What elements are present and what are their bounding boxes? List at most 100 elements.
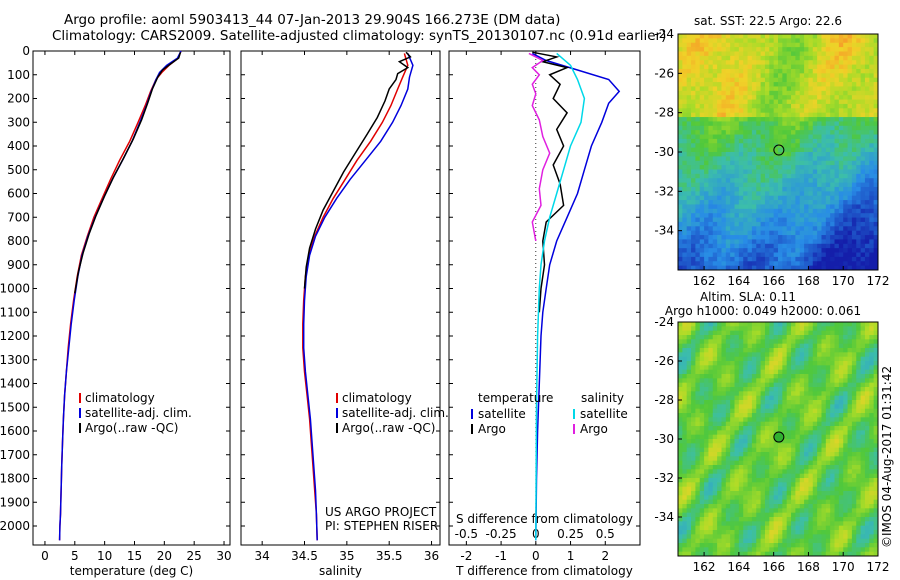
map-cell [869, 221, 875, 227]
map-cell [686, 160, 692, 166]
map-cell [721, 235, 727, 240]
map-cell [786, 221, 792, 227]
map-cell [864, 200, 870, 205]
map-cell [869, 204, 875, 210]
map-cell [738, 112, 744, 118]
map-cell [730, 204, 735, 210]
map-cell [734, 217, 740, 223]
map-cell [712, 434, 718, 440]
map-cell [691, 356, 696, 362]
map-cell [747, 191, 753, 197]
map-cell [778, 348, 783, 353]
map-cell [682, 525, 688, 531]
map-cell [747, 221, 753, 227]
map-cell [851, 182, 857, 188]
map-cell [682, 447, 688, 453]
map-cell [682, 452, 688, 457]
map-cell [830, 352, 835, 358]
map-cell [812, 547, 818, 553]
map-cell [869, 213, 875, 218]
map-cell [834, 495, 840, 501]
map-cell [712, 134, 718, 140]
map-cell [778, 239, 783, 245]
map-cell [743, 221, 748, 227]
map-cell [756, 395, 762, 401]
map-cell [708, 213, 714, 218]
map-cell [708, 460, 714, 466]
map-cell [791, 204, 796, 210]
map-cell [686, 352, 692, 358]
map-cell [838, 408, 844, 414]
map-cell [856, 195, 862, 201]
map-cell [791, 508, 796, 514]
map-cell [721, 382, 727, 388]
map-cell [682, 169, 688, 175]
map-cell [730, 173, 735, 179]
map-cell [812, 213, 818, 218]
map-cell [856, 156, 862, 162]
map-cell [695, 38, 701, 44]
map-cell [864, 130, 870, 135]
map-cell [786, 248, 792, 253]
map-cell [717, 121, 722, 127]
map-cell [804, 408, 809, 414]
map-cell [747, 156, 753, 162]
map-cell [756, 90, 762, 96]
map-cell [830, 387, 835, 392]
map-cell [686, 395, 692, 401]
map-cell [721, 499, 727, 505]
map-cell [734, 173, 740, 179]
map-cell [738, 426, 744, 431]
map-cell [725, 112, 731, 118]
map-cell [817, 365, 822, 371]
map-cell [695, 482, 701, 488]
map-cell [734, 382, 740, 388]
map-cell [682, 77, 688, 83]
map-cell [725, 456, 731, 462]
map-cell [721, 82, 727, 87]
map-cell [751, 404, 757, 410]
map-cell [799, 235, 805, 240]
map-cell [760, 339, 766, 345]
map-cell [756, 147, 762, 153]
map-cell [843, 413, 848, 418]
map-cell [764, 68, 770, 74]
map-cell [721, 191, 727, 197]
map-cell [773, 51, 779, 57]
map-cell [817, 426, 822, 431]
map-cell [851, 103, 857, 109]
map-ytick-label: -24 [654, 27, 674, 41]
map-cell [678, 213, 683, 218]
map-cell [873, 230, 879, 236]
map-cell [851, 221, 857, 227]
map-cell [721, 452, 727, 457]
map-cell [817, 213, 822, 218]
map-cell [821, 165, 827, 170]
map-cell [873, 121, 879, 127]
map-cell [686, 256, 692, 262]
map-cell [730, 504, 735, 509]
map-cell [782, 434, 788, 440]
map-cell [756, 534, 762, 540]
map-cell [869, 51, 875, 57]
map-cell [699, 95, 705, 100]
map-cell [743, 152, 748, 157]
map-cell [712, 38, 718, 44]
map-cell [730, 200, 735, 205]
map-cell [769, 504, 775, 509]
map-cell [747, 551, 753, 557]
map-cell [691, 365, 696, 371]
map-cell [678, 143, 683, 149]
map-cell [743, 512, 748, 518]
map-cell [730, 439, 735, 444]
map-cell [760, 160, 766, 166]
map-cell [699, 230, 705, 236]
map-cell [825, 517, 831, 522]
map-cell [847, 34, 853, 39]
map-cell [725, 369, 731, 375]
map-cell [847, 152, 853, 157]
map-cell [725, 217, 731, 223]
map-cell [764, 417, 770, 423]
map-cell [799, 447, 805, 453]
map-cell [743, 213, 748, 218]
